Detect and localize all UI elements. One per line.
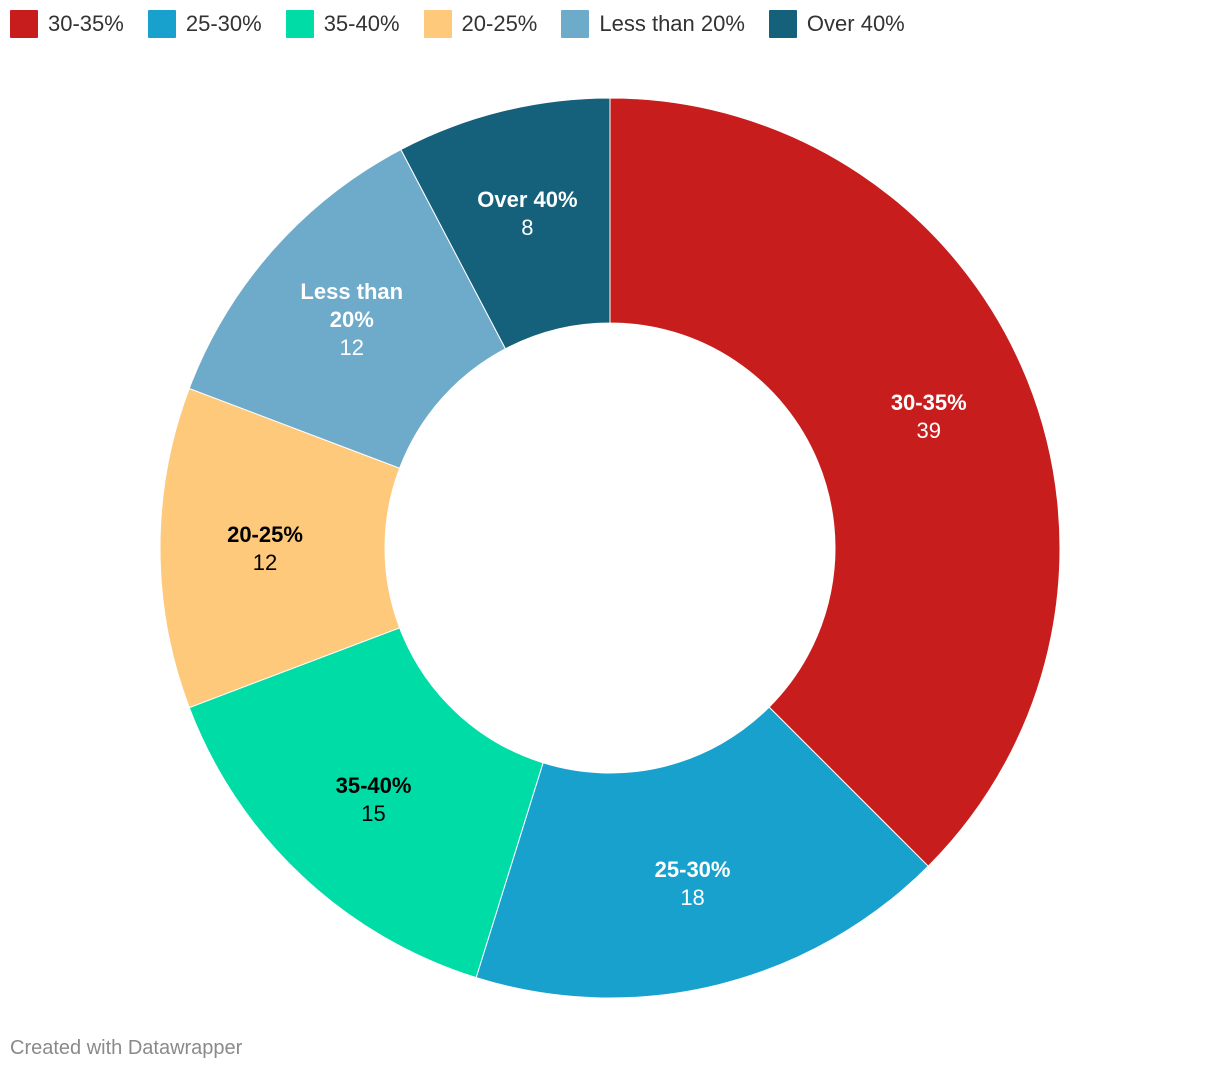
donut-slice-5[interactable] xyxy=(188,148,507,469)
slice-label-2: 25-30% 18 xyxy=(655,857,731,910)
legend-swatch xyxy=(147,10,176,38)
slice-label-name: 25-30% xyxy=(655,857,731,882)
legend-item-3[interactable]: 35-40% xyxy=(285,9,400,39)
legend-swatch xyxy=(561,10,590,38)
donut-slice-1[interactable] xyxy=(609,97,1061,867)
legend-item-5[interactable]: Less than 20% xyxy=(561,9,745,39)
donut-slices xyxy=(159,97,1061,999)
legend-label: Less than 20% xyxy=(599,11,745,36)
slice-label-value: 12 xyxy=(253,550,277,575)
slice-label-name: 35-40% xyxy=(336,773,412,798)
legend-label: 20-25% xyxy=(461,11,538,36)
slice-label-name: Over 40% xyxy=(477,187,577,212)
slice-label-value: 8 xyxy=(521,215,533,240)
slice-label-4: 20-25% 12 xyxy=(227,522,303,575)
donut-slice-2[interactable] xyxy=(475,706,929,999)
legend-swatch xyxy=(10,10,38,38)
legend-item-1[interactable]: 30-35% xyxy=(10,9,124,39)
legend-swatch xyxy=(768,10,797,38)
slice-label-value: 15 xyxy=(361,801,385,826)
legend-item-6[interactable]: Over 40% xyxy=(768,9,905,39)
footer-credit: Created with Datawrapper xyxy=(10,1037,243,1059)
legend-label: 25-30% xyxy=(185,11,262,36)
slice-label-name: 30-35% xyxy=(891,390,967,415)
legend-swatch xyxy=(285,10,314,38)
legend-label: 30-35% xyxy=(48,11,124,36)
donut-slice-3[interactable] xyxy=(188,627,544,979)
slice-label-3: 35-40% 15 xyxy=(336,773,412,826)
slice-label-name: Less than xyxy=(300,279,403,304)
slice-label-value: 18 xyxy=(680,885,704,910)
legend-item-2[interactable]: 25-30% xyxy=(147,9,262,39)
donut-slice-6[interactable] xyxy=(400,97,611,350)
slice-label-6: Over 40% 8 xyxy=(477,187,577,240)
slice-label-name: 20% xyxy=(330,307,374,332)
chart-legend: 30-35% 25-30% 35-40% 20-25% Less than 20% Ove… xyxy=(10,9,929,39)
legend-label: Over 40% xyxy=(806,11,905,36)
slice-label-value: 39 xyxy=(916,418,940,443)
donut-slice-4[interactable] xyxy=(159,387,401,709)
legend-label: 35-40% xyxy=(323,11,400,36)
slice-label-5: Less than 20% 12 xyxy=(300,279,403,360)
slice-label-name: 20-25% xyxy=(227,522,303,547)
legend-item-4[interactable]: 20-25% xyxy=(423,9,538,39)
slice-label-value: 12 xyxy=(340,335,364,360)
slice-label-1: 30-35% 39 xyxy=(891,390,967,443)
legend-swatch xyxy=(423,10,452,38)
